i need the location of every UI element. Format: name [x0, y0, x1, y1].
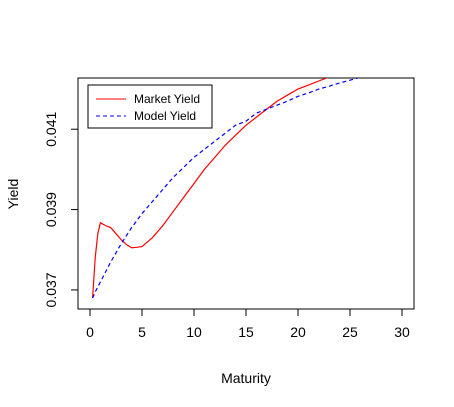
x-tick-label: 25: [342, 324, 358, 340]
x-axis: 0 5 10 15 20 25 30: [86, 308, 410, 340]
series-line-market-yield: [92, 78, 329, 298]
x-tick-label: 10: [186, 324, 202, 340]
x-tick-label: 0: [86, 324, 94, 340]
legend-box: [87, 84, 213, 129]
x-tick-label: 20: [290, 324, 306, 340]
x-tick-label: 15: [238, 324, 254, 340]
y-tick-label: 0.037: [43, 272, 59, 307]
y-tick-label: 0.039: [43, 192, 59, 227]
legend-label-model-yield: Model Yield: [134, 109, 196, 123]
legend-label-market-yield: Market Yield: [134, 92, 200, 106]
x-tick-label: 5: [138, 324, 146, 340]
y-tick-label: 0.041: [43, 111, 59, 146]
series-layer: [92, 78, 361, 299]
x-axis-label: Maturity: [221, 370, 271, 386]
y-axis: 0.037 0.039 0.041: [43, 111, 79, 307]
x-tick-label: 30: [394, 324, 410, 340]
y-axis-label: Yield: [5, 179, 21, 210]
series-line-model-yield: [92, 78, 361, 299]
legend: Market Yield Model Yield: [87, 84, 213, 129]
